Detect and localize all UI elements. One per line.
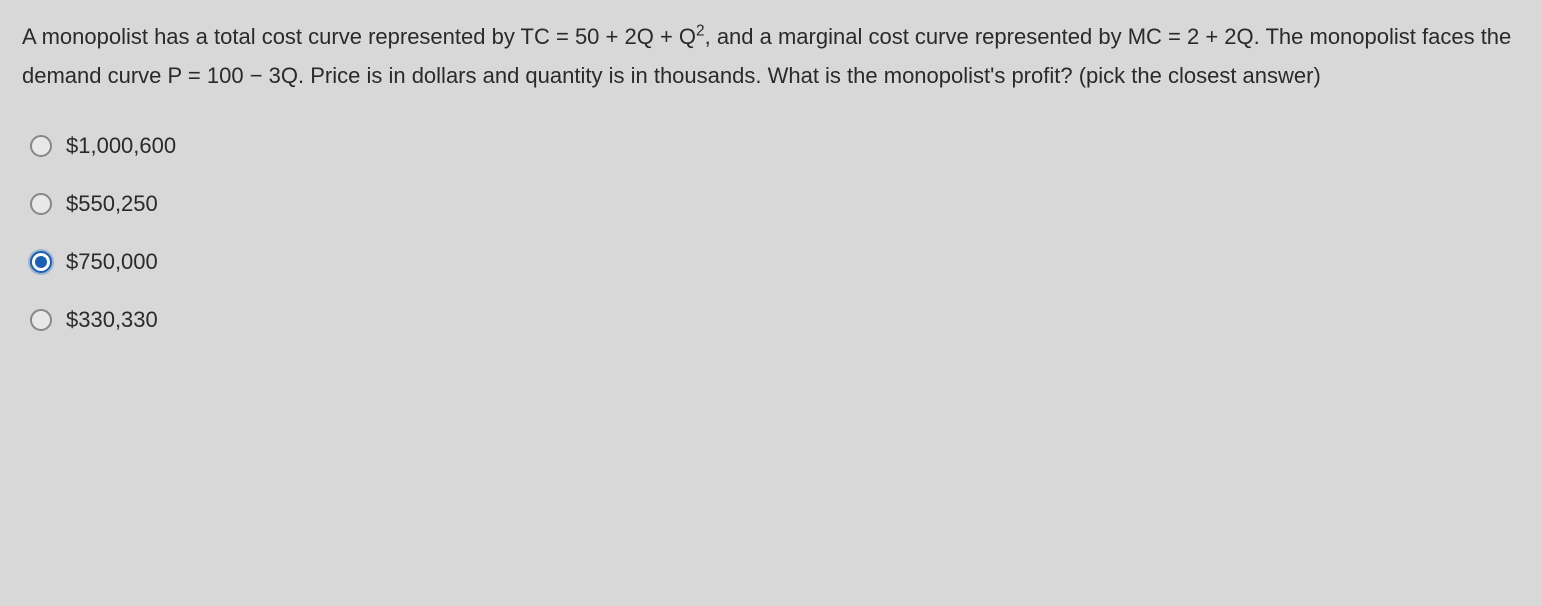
radio-icon[interactable] <box>30 309 52 331</box>
option-row[interactable]: $550,250 <box>30 191 1520 217</box>
option-row[interactable]: $330,330 <box>30 307 1520 333</box>
radio-icon[interactable] <box>30 193 52 215</box>
option-row[interactable]: $1,000,600 <box>30 133 1520 159</box>
option-label: $330,330 <box>66 307 158 333</box>
question-text: A monopolist has a total cost curve repr… <box>22 18 1520 95</box>
option-label: $1,000,600 <box>66 133 176 159</box>
radio-icon[interactable] <box>30 251 52 273</box>
option-row[interactable]: $750,000 <box>30 249 1520 275</box>
radio-icon[interactable] <box>30 135 52 157</box>
option-label: $750,000 <box>66 249 158 275</box>
option-label: $550,250 <box>66 191 158 217</box>
options-list: $1,000,600 $550,250 $750,000 $330,330 <box>22 133 1520 333</box>
